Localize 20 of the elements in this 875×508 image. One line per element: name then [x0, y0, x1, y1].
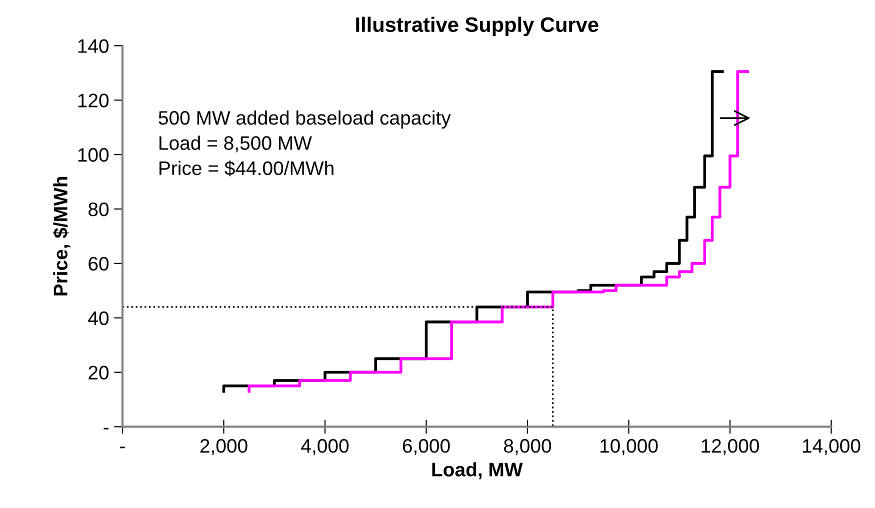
y-tick-label: 80 — [88, 202, 109, 216]
y-tick-label: 40 — [88, 311, 109, 326]
x-tick-label: 12,000 — [702, 439, 759, 456]
x-tick-label: 10,000 — [600, 439, 658, 456]
y-tick-label: 100 — [78, 148, 109, 162]
y-tick-label: 120 — [78, 94, 109, 108]
y-tick-label: 60 — [88, 256, 109, 271]
y-axis-title: Price, $/MWh — [52, 176, 70, 296]
x-tick-label: 6,000 — [402, 439, 450, 456]
x-tick-label: - — [120, 446, 125, 448]
y-tick-label: 20 — [88, 366, 109, 380]
annotation: 500 MW added baseload capacity Load = 8,500 MW Price = $44.00/MWh — [158, 110, 451, 176]
y-tick-label: 140 — [78, 39, 109, 53]
y-tick-label: - — [104, 428, 108, 430]
x-tick-label: 14,000 — [803, 439, 860, 456]
x-tick-label: 2,000 — [200, 439, 248, 456]
chart-title: Illustrative Supply Curve — [356, 16, 598, 36]
x-tick-label: 4,000 — [301, 439, 349, 456]
x-axis-title: Load, MW — [432, 462, 523, 480]
x-tick-label: 8,000 — [504, 439, 552, 456]
